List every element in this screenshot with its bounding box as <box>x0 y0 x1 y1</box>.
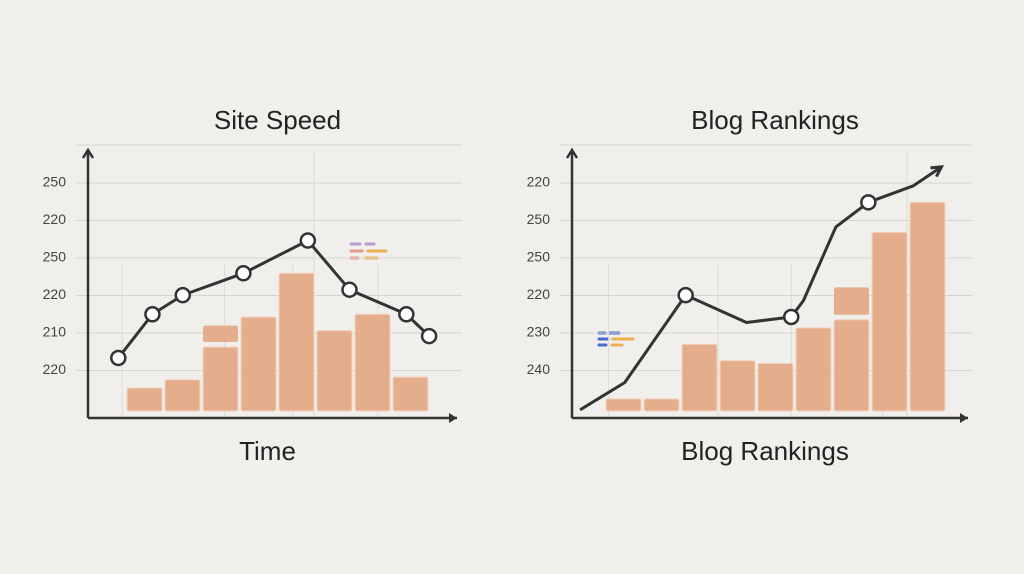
x-axis-label: Blog Rankings <box>681 436 849 466</box>
bar <box>643 398 680 412</box>
chart-title: Blog Rankings <box>691 105 859 135</box>
y-tick-label: 250 <box>527 249 551 265</box>
bar <box>681 343 718 412</box>
bar <box>316 330 353 412</box>
y-tick-label: 250 <box>43 174 67 190</box>
chart-title: Site Speed <box>214 105 341 135</box>
bar <box>871 231 908 412</box>
bar <box>605 398 642 412</box>
y-tick-label: 220 <box>527 174 551 190</box>
x-axis-label: Time <box>239 436 296 466</box>
y-tick-label: 220 <box>43 286 67 302</box>
line-marker <box>110 349 127 367</box>
bar <box>126 387 163 412</box>
line-arrow <box>930 165 945 178</box>
bar <box>164 379 201 412</box>
bar <box>392 376 429 412</box>
line-marker <box>341 281 358 298</box>
y-axis-arrow <box>81 147 95 159</box>
bar-cap <box>834 287 869 315</box>
bar <box>354 313 391 412</box>
line-marker <box>860 194 877 211</box>
x-axis-arrow <box>449 413 457 423</box>
bar <box>757 362 794 412</box>
line-marker <box>144 306 161 323</box>
line-marker <box>174 286 191 304</box>
line-marker <box>420 327 438 345</box>
bar <box>909 201 946 412</box>
y-tick-label: 220 <box>43 211 67 227</box>
bar <box>278 272 315 412</box>
line-marker <box>235 265 252 282</box>
line-marker <box>677 286 694 304</box>
line <box>579 165 943 412</box>
bar <box>202 346 239 412</box>
bar-cap <box>203 325 238 343</box>
line-marker <box>299 232 317 249</box>
y-tick-label: 250 <box>43 249 67 265</box>
y-tick-label: 220 <box>527 286 551 302</box>
y-tick-label: 220 <box>43 361 67 377</box>
line-marker <box>398 306 415 323</box>
x-axis-arrow <box>960 413 968 423</box>
y-axis-arrow <box>565 147 579 159</box>
bar <box>833 319 870 412</box>
y-tick-label: 240 <box>527 361 551 377</box>
y-tick-label: 210 <box>43 324 67 340</box>
y-tick-label: 250 <box>527 211 551 227</box>
line-marker <box>782 308 800 326</box>
bar <box>719 360 756 412</box>
bar <box>240 316 277 412</box>
y-tick-label: 230 <box>527 324 551 340</box>
bar <box>795 327 832 412</box>
